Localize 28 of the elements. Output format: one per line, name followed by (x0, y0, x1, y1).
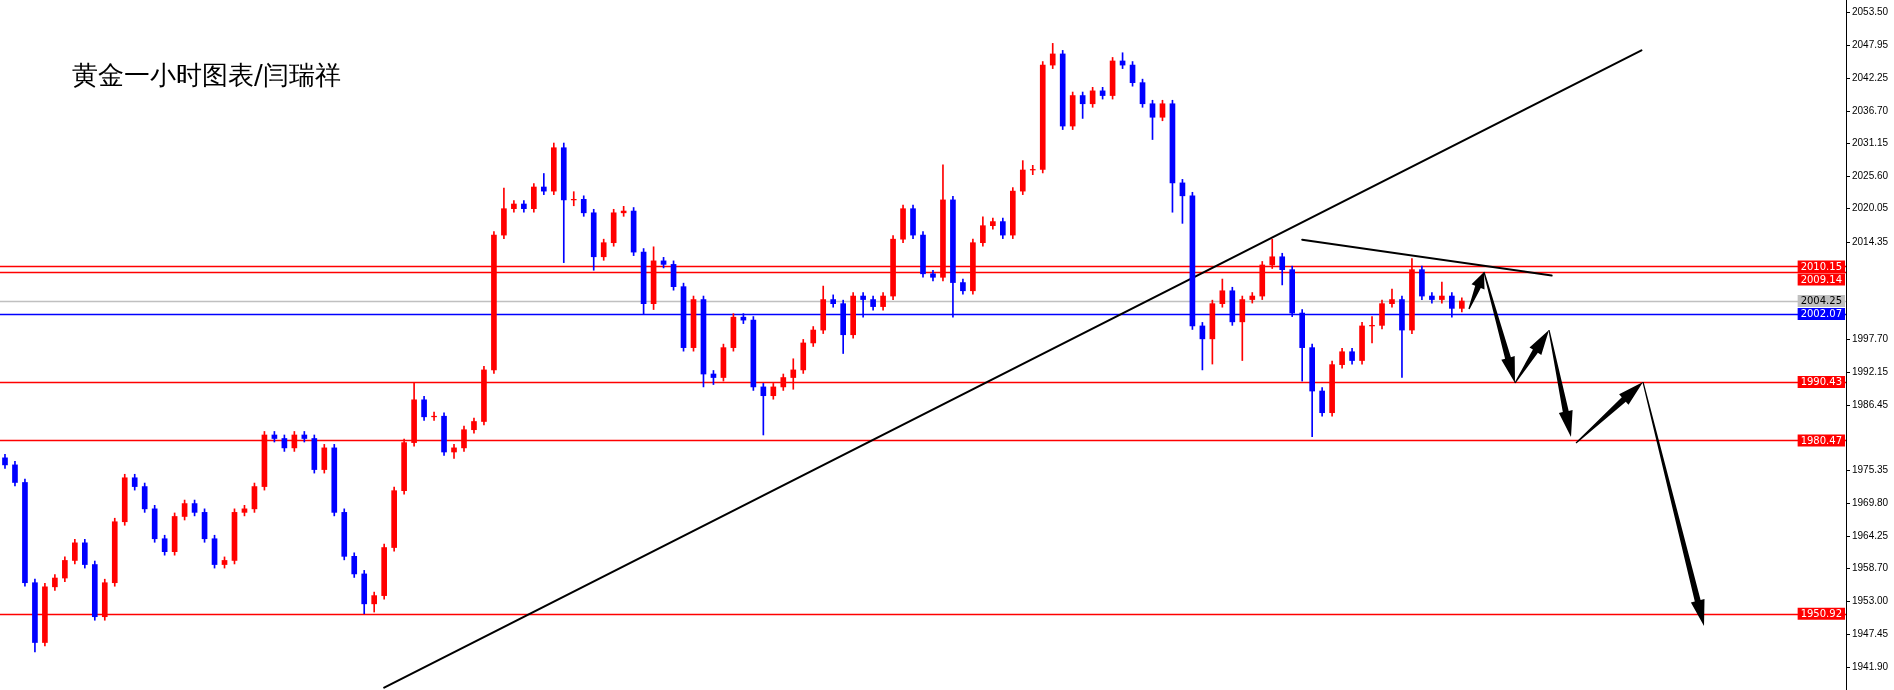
ref-line-label: 2009.14 (1800, 273, 1843, 285)
y-tick-label: 2020.05 (1852, 202, 1889, 214)
y-tick-label: 1997.70 (1852, 333, 1889, 345)
y-tick-label: 2047.95 (1852, 39, 1889, 51)
candlestick (1389, 288, 1395, 308)
ref-line-label: 1980.47 (1800, 434, 1843, 446)
y-tick-label: 2036.70 (1852, 105, 1889, 117)
y-tick-label: 1953.00 (1852, 595, 1889, 607)
ref-line-label: 1990.43 (1800, 376, 1843, 388)
text: 黄金一小时图表/闫瑞祥 (72, 59, 341, 92)
ref-line-label: 2010.15 (1800, 260, 1843, 272)
y-tick-label: 1969.80 (1852, 497, 1889, 509)
y-tick-label: 1992.15 (1852, 366, 1889, 378)
y-tick-label: 1964.25 (1852, 530, 1889, 542)
y-tick-label: 2031.15 (1852, 137, 1889, 149)
y-tick-label: 1975.35 (1852, 464, 1889, 476)
y-tick-label: 2014.35 (1852, 236, 1889, 248)
y-tick-label: 2042.25 (1852, 72, 1889, 84)
ref-line-label: 1950.92 (1800, 607, 1843, 619)
y-tick-label: 1941.90 (1852, 661, 1889, 673)
y-tick-label: 1958.70 (1852, 562, 1889, 574)
y-tick-label: 1947.45 (1852, 628, 1889, 640)
candlestick (1439, 281, 1445, 304)
y-tick-label: 2025.60 (1852, 170, 1889, 182)
y-tick-label: 1986.45 (1852, 399, 1889, 411)
ref-line-label: 2002.07 (1800, 308, 1843, 320)
ref-line-label: 2004.25 (1800, 295, 1843, 307)
y-tick-label: 2053.50 (1852, 6, 1889, 18)
